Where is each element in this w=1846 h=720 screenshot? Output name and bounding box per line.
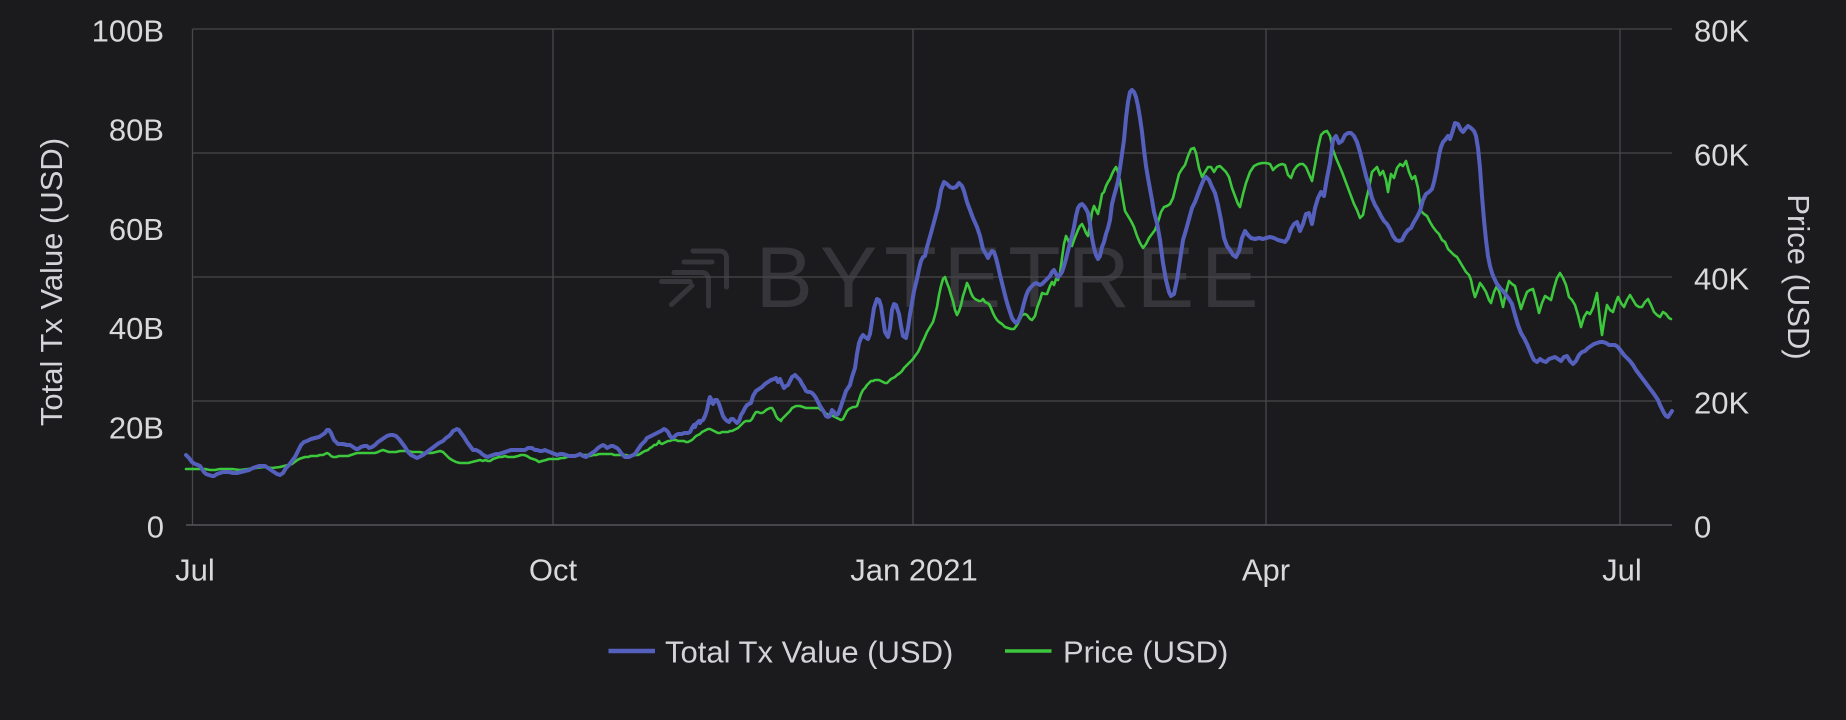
svg-text:40B: 40B <box>109 311 164 346</box>
svg-text:Jul: Jul <box>175 553 215 588</box>
svg-text:100B: 100B <box>92 14 164 49</box>
svg-text:60B: 60B <box>109 212 164 247</box>
svg-text:Price (USD): Price (USD) <box>1781 194 1816 359</box>
svg-text:Price (USD): Price (USD) <box>1063 635 1228 670</box>
svg-text:40K: 40K <box>1694 262 1749 297</box>
svg-text:60K: 60K <box>1694 138 1749 173</box>
svg-text:20K: 20K <box>1694 386 1749 421</box>
svg-text:Jan 2021: Jan 2021 <box>850 553 978 588</box>
svg-text:BYTETREE: BYTETREE <box>756 230 1266 326</box>
svg-text:Total Tx Value (USD): Total Tx Value (USD) <box>665 635 953 670</box>
svg-text:0: 0 <box>1694 510 1711 545</box>
svg-text:Total Tx Value (USD): Total Tx Value (USD) <box>34 138 69 426</box>
svg-text:20B: 20B <box>109 410 164 445</box>
svg-text:0: 0 <box>147 510 164 545</box>
svg-text:Jul: Jul <box>1602 553 1642 588</box>
svg-text:80B: 80B <box>109 113 164 148</box>
svg-text:Oct: Oct <box>529 553 578 588</box>
svg-text:Apr: Apr <box>1242 553 1290 588</box>
svg-text:80K: 80K <box>1694 14 1749 49</box>
